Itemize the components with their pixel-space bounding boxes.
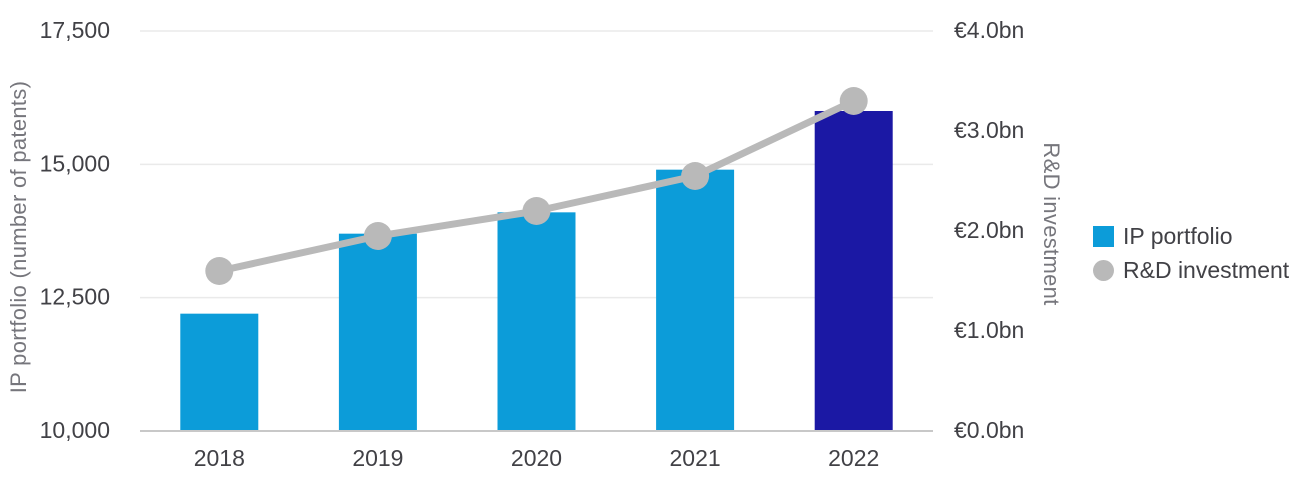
x-tick-label-2022: 2022 [828, 445, 879, 471]
bar-2021 [656, 169, 735, 431]
right-tick-label-3: €3.0bn [954, 117, 1024, 143]
legend-label-ip-portfolio: IP portfolio [1123, 222, 1233, 249]
rd-marker-2019 [363, 222, 392, 250]
bar-2019 [338, 233, 417, 431]
rd-marker-2018 [205, 257, 234, 285]
bar-2022 [814, 111, 893, 431]
x-tick-label-2020: 2020 [511, 445, 562, 471]
legend-item-rd-investment: R&D investment [1093, 253, 1289, 287]
ip-portfolio-swatch-icon [1093, 225, 1114, 247]
rd-investment-swatch-icon [1093, 259, 1114, 281]
bar-2020 [497, 212, 576, 431]
right-tick-label-1: €1.0bn [954, 317, 1024, 343]
left-tick-label-12500: 12,500 [40, 284, 110, 310]
right-axis-title: R&D investment [1039, 142, 1064, 306]
left-axis-title: IP portfolio (number of patents) [6, 80, 31, 394]
legend-item-ip-portfolio: IP portfolio [1093, 219, 1289, 253]
x-tick-label-2018: 2018 [194, 445, 245, 471]
legend-label-rd-investment: R&D investment [1123, 256, 1290, 283]
x-tick-label-2021: 2021 [670, 445, 721, 471]
rd-marker-2022 [839, 87, 868, 115]
legend: IP portfolio R&D investment [1093, 219, 1289, 287]
rd-marker-2020 [522, 197, 551, 225]
x-tick-label-2019: 2019 [352, 445, 403, 471]
right-tick-label-4: €4.0bn [954, 17, 1024, 43]
rd-marker-2021 [681, 162, 710, 190]
left-tick-label-10000: 10,000 [40, 417, 110, 443]
right-tick-label-2: €2.0bn [954, 217, 1024, 243]
right-tick-label-0: €0.0bn [954, 417, 1024, 443]
left-tick-label-17500: 17,500 [40, 17, 110, 43]
left-tick-label-15000: 15,000 [40, 150, 110, 176]
bar-2018 [180, 313, 259, 431]
